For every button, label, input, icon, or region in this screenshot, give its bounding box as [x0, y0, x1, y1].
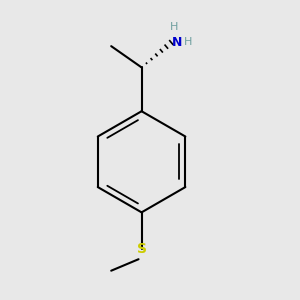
Text: S: S: [136, 242, 147, 256]
Text: H: H: [184, 38, 193, 47]
Text: H: H: [169, 22, 178, 32]
Text: N: N: [172, 36, 182, 49]
